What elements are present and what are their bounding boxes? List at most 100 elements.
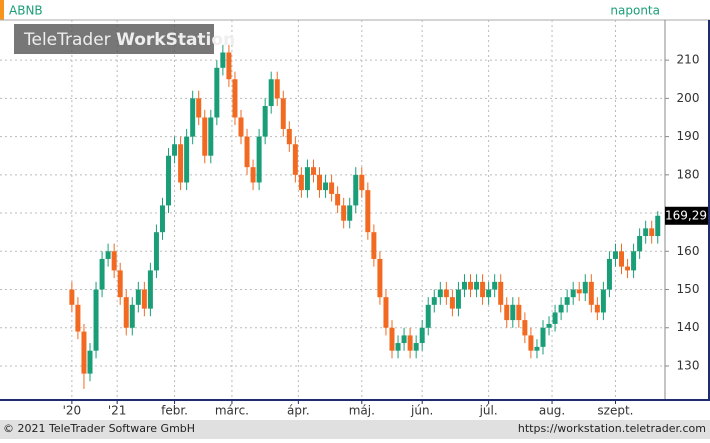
candle-body (377, 258, 383, 298)
candle-body (437, 289, 443, 298)
candle-body (546, 323, 552, 328)
candle-body (431, 297, 437, 305)
candle-body (606, 258, 612, 290)
symbol: ABNB (9, 4, 43, 18)
candle-body (347, 205, 353, 221)
candle-body (612, 251, 618, 259)
candle-body (455, 289, 461, 309)
candle-body (280, 98, 286, 129)
candle-body (184, 136, 190, 183)
candle-body (528, 335, 534, 351)
candle-body (335, 193, 341, 206)
candle-body (196, 98, 202, 118)
y-tick-label: 150 (677, 282, 700, 296)
candle-body (419, 327, 425, 344)
candle-body (570, 289, 576, 298)
candle-body (117, 270, 123, 298)
candle-body (214, 67, 220, 118)
candle-body (655, 215, 661, 236)
candle-body (244, 136, 250, 168)
candle-body (552, 312, 558, 324)
candle-body (178, 144, 184, 183)
candle-body (480, 281, 486, 298)
candle-body (594, 304, 600, 313)
candle-body (425, 304, 431, 328)
footer-bar (0, 420, 710, 439)
grid (0, 20, 665, 400)
candle-body (304, 167, 310, 191)
candle-body (407, 335, 413, 351)
watermark-box (14, 24, 214, 54)
x-tick-label: febr. (161, 404, 188, 418)
candle-body (637, 235, 643, 252)
candle-body (87, 350, 93, 374)
candle-body (135, 289, 141, 305)
candle-body (141, 289, 147, 309)
y-tick-label: 210 (677, 53, 700, 67)
candle-body (353, 174, 359, 206)
last-price-label: 169,29 (665, 208, 707, 222)
candle-body (190, 98, 196, 137)
candle-body (564, 297, 570, 305)
x-tick-label: ápr. (287, 404, 310, 418)
candle-body (625, 266, 631, 271)
candle-body (534, 346, 540, 351)
candle-body (619, 251, 625, 267)
candle-body (359, 174, 365, 191)
candle-body (401, 335, 407, 344)
candle-body (81, 331, 87, 374)
candle-body (129, 304, 135, 328)
watermark-brand: TeleTrader (23, 30, 111, 50)
candle-body (631, 251, 637, 271)
x-tick-label: szept. (597, 404, 633, 418)
candle-body (649, 228, 655, 236)
candle-body (286, 128, 292, 145)
candle-body (232, 79, 238, 118)
x-tick-label: márc. (215, 404, 249, 418)
candle-body (166, 155, 172, 206)
last-price-box (665, 206, 708, 225)
x-tick-label: júl. (479, 404, 498, 418)
footer-left: © 2021 TeleTrader Software GmbH (3, 422, 195, 435)
candle-body (474, 281, 480, 290)
y-tick-label: 190 (677, 129, 700, 143)
candle-body (504, 304, 510, 321)
symbol-marker (0, 0, 4, 20)
candle-body (449, 297, 455, 309)
y-tick-label: 180 (677, 167, 700, 181)
y-tick-label: 200 (677, 91, 700, 105)
candle-body (383, 297, 389, 328)
candle-body (510, 304, 516, 321)
y-tick-label: 140 (677, 320, 700, 334)
candle-body (558, 304, 564, 313)
candle-body (123, 297, 129, 328)
candle-body (93, 289, 99, 351)
candle-body (540, 327, 546, 347)
x-tick-label: '20 (63, 404, 82, 418)
candle-body (310, 167, 316, 175)
footer-right: https://workstation.teletrader.com (518, 422, 706, 435)
y-tick-label: 130 (677, 358, 700, 372)
candle-body (371, 232, 377, 259)
x-tick-label: máj. (349, 404, 375, 418)
candle-body (292, 144, 298, 175)
candle-body (172, 144, 178, 156)
y-tick-label: 160 (677, 244, 700, 258)
candle-body (202, 117, 208, 156)
candles (69, 44, 661, 389)
candle-body (250, 167, 256, 183)
candle-body (329, 182, 335, 194)
right-border (708, 20, 710, 400)
candle-body (492, 281, 498, 290)
candle-body (643, 228, 649, 236)
candle-body (238, 117, 244, 137)
candle-body (268, 79, 274, 107)
candle-body (298, 174, 304, 191)
x-tick-label: aug. (539, 404, 565, 418)
candle-body (468, 281, 474, 290)
candle-body (111, 251, 117, 271)
candle-body (256, 136, 262, 183)
period: naponta (610, 4, 660, 18)
candle-body (208, 117, 214, 156)
